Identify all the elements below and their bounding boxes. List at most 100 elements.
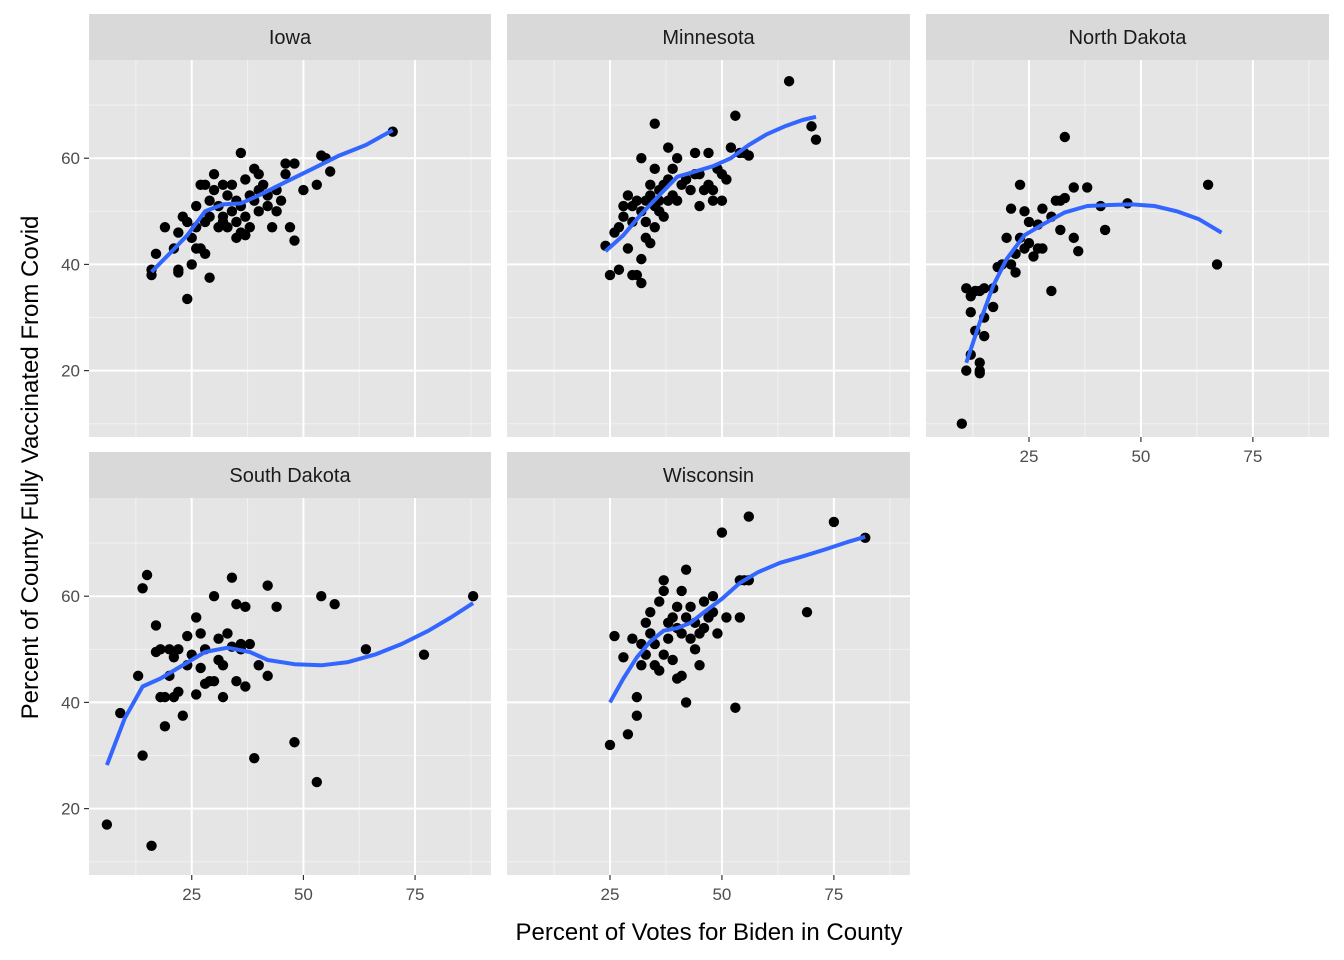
data-point (1023, 216, 1035, 228)
data-point (240, 681, 251, 692)
data-point (159, 222, 171, 233)
panel-background (89, 498, 491, 875)
data-point (640, 617, 652, 628)
data-point (240, 230, 251, 241)
x-axis-title: Percent of Votes for Biden in County (516, 919, 903, 946)
data-point (289, 737, 300, 748)
data-point (253, 660, 264, 671)
facet-panel-minnesota: Minnesota (507, 14, 910, 437)
facet-strip (507, 14, 910, 60)
facet-strip (89, 14, 491, 60)
data-point (707, 195, 719, 206)
data-point (631, 195, 643, 206)
data-point (604, 739, 616, 751)
data-point (618, 211, 629, 222)
data-point (1059, 192, 1071, 204)
data-point (801, 606, 813, 618)
data-point (680, 697, 692, 708)
data-point (680, 612, 692, 623)
data-point (636, 153, 647, 164)
panel-background (507, 498, 910, 875)
y-tick-label: 20 (61, 800, 80, 819)
data-point (1010, 267, 1021, 278)
facet-panel-south-dakota: South Dakota 20 40 60 25 50 75 (61, 452, 491, 904)
data-point (965, 307, 976, 318)
data-point (325, 166, 336, 177)
data-point (1037, 203, 1048, 214)
data-point (253, 168, 264, 180)
data-point (222, 628, 233, 639)
data-point (649, 118, 660, 129)
data-point (240, 174, 251, 185)
data-point (1046, 285, 1057, 297)
data-point (694, 200, 705, 212)
data-point (360, 644, 372, 655)
data-point (689, 147, 701, 159)
data-point (262, 200, 273, 212)
data-point (716, 195, 728, 206)
data-point (195, 628, 206, 639)
data-point (217, 179, 229, 190)
data-point (979, 283, 990, 294)
data-point (173, 686, 184, 698)
data-point (1055, 224, 1066, 236)
y-tick-label: 40 (61, 255, 80, 274)
data-point (613, 222, 625, 233)
data-point (663, 633, 674, 644)
facet-strip-label: South Dakota (229, 465, 351, 487)
data-point (707, 591, 719, 602)
data-point (618, 652, 629, 663)
y-tick-label: 40 (61, 693, 80, 712)
data-point (622, 190, 634, 201)
data-point (667, 163, 678, 175)
data-point (1211, 259, 1223, 270)
data-point (645, 179, 656, 190)
data-point (613, 264, 625, 275)
data-point (284, 222, 296, 233)
data-point (280, 168, 291, 180)
data-point (685, 601, 696, 613)
data-point (1202, 179, 1214, 190)
smooth-trend-line (608, 534, 866, 704)
data-point (730, 110, 741, 121)
data-point (712, 628, 723, 639)
smooth-trend-line (604, 114, 817, 253)
x-tick-label: 25 (1020, 447, 1039, 466)
data-point (658, 211, 669, 222)
data-point (721, 612, 732, 623)
data-point (240, 601, 251, 613)
facet-panel-wisconsin: Wisconsin 25 50 75 (507, 452, 910, 904)
data-point (671, 601, 683, 613)
data-point (204, 211, 215, 222)
data-point (631, 710, 643, 721)
data-point (222, 190, 233, 201)
x-tick-label: 75 (1243, 447, 1262, 466)
facet-panel-north-dakota: North Dakota 25 50 75 (926, 14, 1329, 466)
data-point (698, 622, 710, 634)
data-point (1037, 243, 1048, 254)
data-point (262, 670, 273, 682)
data-point (316, 591, 327, 602)
data-point (974, 368, 985, 379)
data-point (262, 580, 273, 591)
data-point (961, 365, 972, 376)
data-point (743, 511, 754, 522)
data-point (743, 150, 754, 161)
data-point (730, 702, 741, 713)
data-point (244, 222, 255, 233)
data-point (182, 216, 193, 228)
data-point (810, 134, 822, 145)
data-point (654, 596, 665, 607)
data-point (636, 660, 647, 671)
data-point (725, 142, 737, 153)
data-point (182, 293, 193, 305)
data-point (271, 601, 282, 613)
data-point (199, 179, 211, 190)
data-point (235, 147, 247, 159)
data-point (150, 248, 162, 260)
data-point (622, 729, 634, 740)
data-point (208, 184, 220, 196)
data-point (645, 190, 656, 201)
data-point (213, 633, 224, 644)
data-point (289, 158, 300, 169)
